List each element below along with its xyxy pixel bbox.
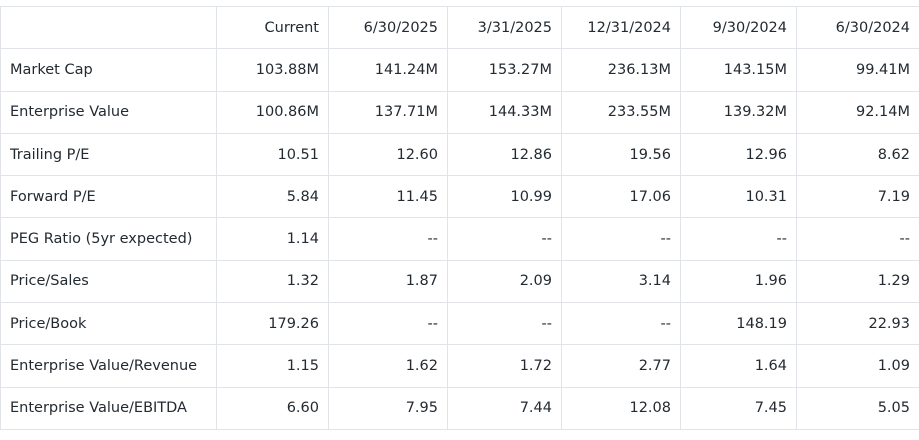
header-cell-date: 12/31/2024 [561,5,681,50]
table-cell: 7.44 [447,386,562,430]
table-cell: 11.45 [328,175,448,219]
table-row: Enterprise Value/Revenue 1.15 1.62 1.72 … [0,344,919,388]
table-cell: 1.72 [447,344,562,388]
table-cell: 12.96 [680,132,797,177]
row-label: Trailing P/E [0,132,217,177]
table-row: Enterprise Value/EBITDA 6.60 7.95 7.44 1… [0,386,919,430]
table-cell: 1.62 [328,344,448,388]
table-cell: 2.77 [561,344,681,388]
table-cell: 7.19 [796,175,919,219]
header-cell-date: 6/30/2025 [328,5,448,50]
row-label: Market Cap [0,48,217,92]
table-cell: 143.15M [680,48,797,92]
row-label: Enterprise Value [0,90,217,134]
table-cell: -- [328,217,448,261]
table-cell: 233.55M [561,90,681,134]
table-cell: 10.99 [447,175,562,219]
table-cell: 10.51 [216,132,329,177]
table-cell: 6.60 [216,386,329,430]
table-cell: 1.15 [216,344,329,388]
table-cell: 7.45 [680,386,797,430]
table-cell: -- [796,217,919,261]
table-cell: 10.31 [680,175,797,219]
table-cell: 12.86 [447,132,562,177]
table-header: Current 6/30/2025 3/31/2025 12/31/2024 9… [0,5,919,50]
table-cell: 153.27M [447,48,562,92]
table-cell: 8.62 [796,132,919,177]
table-cell: 12.60 [328,132,448,177]
table-row: Market Cap 103.88M 141.24M 153.27M 236.1… [0,48,919,92]
table-cell: -- [328,302,448,346]
table-cell: 141.24M [328,48,448,92]
table-cell: -- [561,302,681,346]
table-body: Market Cap 103.88M 141.24M 153.27M 236.1… [0,48,919,430]
table-cell: 5.05 [796,386,919,430]
header-cell-current: Current [216,5,329,50]
table-row: Trailing P/E 10.51 12.60 12.86 19.56 12.… [0,132,919,177]
table-cell: 99.41M [796,48,919,92]
table-cell: 100.86M [216,90,329,134]
table-cell: 92.14M [796,90,919,134]
table-cell: 22.93 [796,302,919,346]
table-cell: 5.84 [216,175,329,219]
header-row: Current 6/30/2025 3/31/2025 12/31/2024 9… [0,5,919,50]
table-cell: 12.08 [561,386,681,430]
row-label: Enterprise Value/EBITDA [0,386,217,430]
table-cell: 1.32 [216,259,329,304]
table-row: Price/Sales 1.32 1.87 2.09 3.14 1.96 1.2… [0,259,919,304]
table-cell: 1.64 [680,344,797,388]
row-label: Price/Book [0,302,217,346]
table-cell: 144.33M [447,90,562,134]
header-cell-date: 3/31/2025 [447,5,562,50]
table-cell: 137.71M [328,90,448,134]
table-cell: 1.14 [216,217,329,261]
table-row: PEG Ratio (5yr expected) 1.14 -- -- -- -… [0,217,919,261]
table-cell: 179.26 [216,302,329,346]
table-cell: 139.32M [680,90,797,134]
table-cell: 1.09 [796,344,919,388]
table-cell: 236.13M [561,48,681,92]
table-row: Price/Book 179.26 -- -- -- 148.19 22.93 [0,302,919,346]
row-label: Price/Sales [0,259,217,304]
table-row: Enterprise Value 100.86M 137.71M 144.33M… [0,90,919,134]
table-cell: 1.29 [796,259,919,304]
table-cell: 17.06 [561,175,681,219]
table-cell: -- [447,302,562,346]
table-cell: 148.19 [680,302,797,346]
table-row: Forward P/E 5.84 11.45 10.99 17.06 10.31… [0,175,919,219]
row-label: Forward P/E [0,175,217,219]
table-cell: 3.14 [561,259,681,304]
row-label: Enterprise Value/Revenue [0,344,217,388]
table-cell: -- [447,217,562,261]
table-cell: 1.87 [328,259,448,304]
header-cell-date: 9/30/2024 [680,5,797,50]
header-cell-blank [0,5,217,50]
table-cell: -- [680,217,797,261]
table-cell: 7.95 [328,386,448,430]
table-cell: 1.96 [680,259,797,304]
row-label: PEG Ratio (5yr expected) [0,217,217,261]
valuation-table: Current 6/30/2025 3/31/2025 12/31/2024 9… [0,5,919,430]
table-cell: 19.56 [561,132,681,177]
header-cell-date: 6/30/2024 [796,5,919,50]
table-cell: 2.09 [447,259,562,304]
table-cell: -- [561,217,681,261]
table-cell: 103.88M [216,48,329,92]
